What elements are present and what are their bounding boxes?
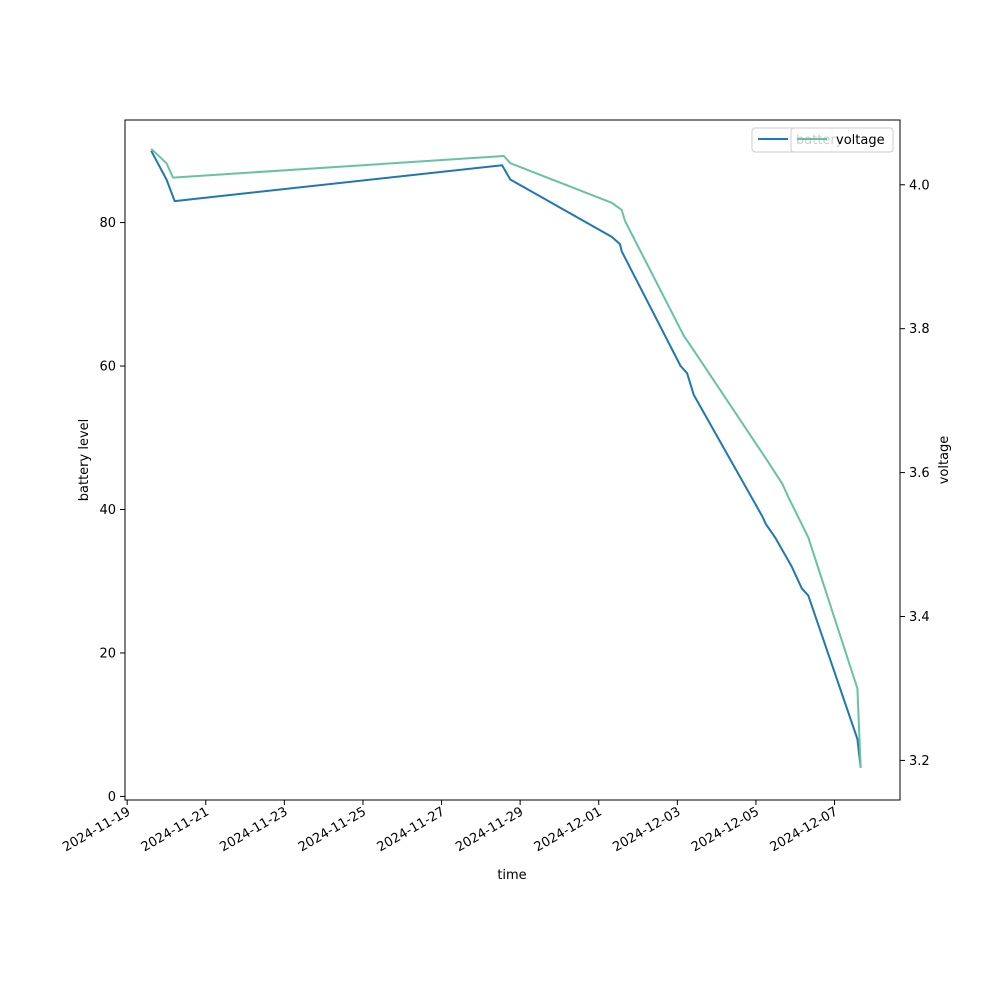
left-y-axis-label: battery level: [77, 419, 92, 502]
right-y-tick-label: 3.6: [909, 466, 930, 481]
right-y-axis-label: voltage: [937, 436, 952, 485]
legend-voltage-label: voltage: [836, 133, 885, 148]
plot-frame: [124, 119, 901, 801]
left-y-tick-label: 20: [99, 646, 116, 661]
left-y-tick-label: 0: [108, 790, 116, 805]
left-y-tick-label: 60: [99, 360, 116, 375]
legend-voltage-box: [790, 127, 894, 153]
right-y-tick-label: 4.0: [909, 178, 930, 193]
left-y-tick-label: 40: [99, 503, 116, 518]
x-axis-label: time: [497, 868, 526, 883]
series-layer: [150, 148, 862, 768]
right-y-tick-label: 3.2: [909, 754, 930, 769]
series-line-battery: [150, 150, 862, 768]
series-line-voltage: [150, 148, 862, 768]
right-y-tick-label: 3.8: [909, 322, 930, 337]
legend-voltage: voltage: [790, 127, 894, 153]
left-y-tick-label: 80: [99, 216, 116, 231]
right-y-tick-label: 3.4: [909, 610, 930, 625]
